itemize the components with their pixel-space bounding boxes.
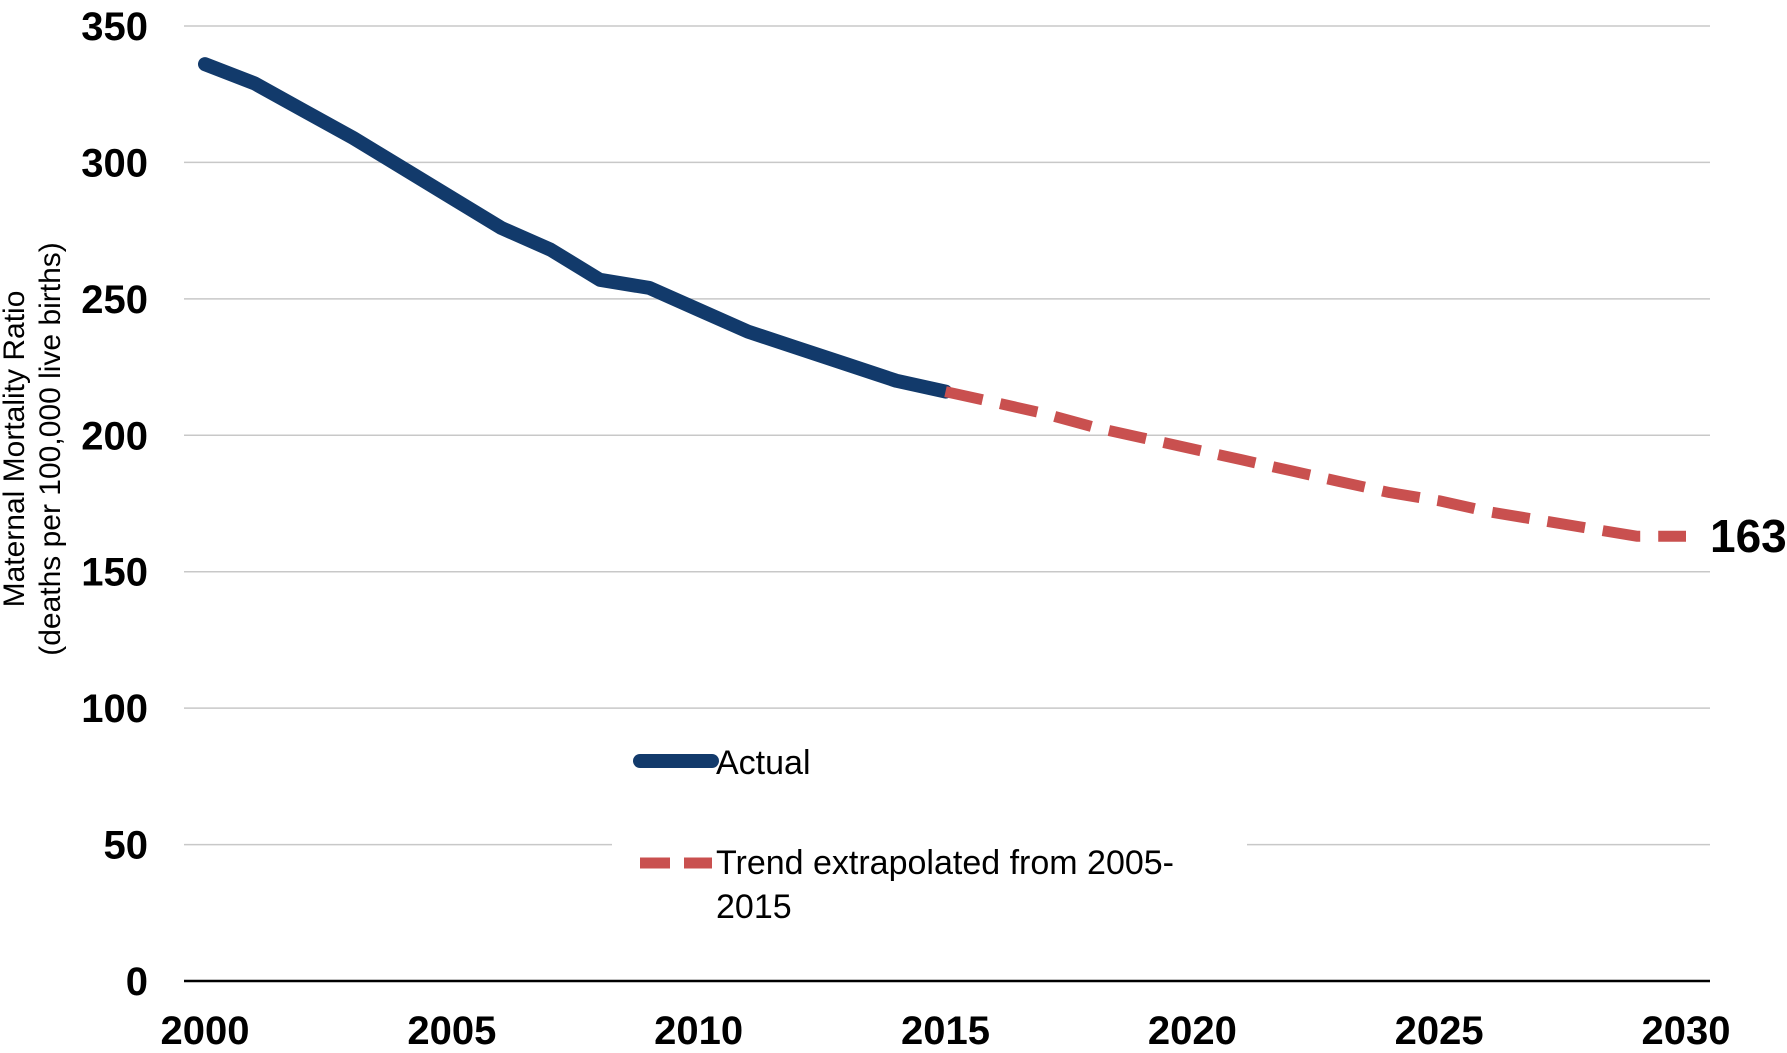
x-tick-label: 2005 <box>407 1009 496 1053</box>
x-tick-label: 2015 <box>901 1009 990 1053</box>
y-tick-label: 350 <box>81 5 148 49</box>
x-tick-label: 2010 <box>654 1009 743 1053</box>
end-value-label: 163 <box>1710 510 1787 562</box>
legend: Actual Trend extrapolated from 2005- 201… <box>612 730 1247 942</box>
y-tick-label: 0 <box>126 960 148 1004</box>
series-lines <box>198 57 1686 542</box>
x-tick-label: 2020 <box>1148 1009 1237 1053</box>
y-tick-label: 100 <box>81 687 148 731</box>
x-tick-label: 2030 <box>1642 1009 1731 1053</box>
y-tick-label: 200 <box>81 414 148 458</box>
x-tick-label: 2000 <box>161 1009 250 1053</box>
x-tick-label: 2025 <box>1395 1009 1484 1053</box>
y-tick-label: 300 <box>81 141 148 185</box>
y-axis-title: Maternal Mortality Ratio (deaths per 100… <box>0 242 67 656</box>
legend-label-trend-line1: Trend extrapolated from 2005- <box>716 844 1174 882</box>
legend-background <box>612 730 1247 942</box>
actual-series-line <box>198 57 953 399</box>
trend-series-line <box>944 386 1686 542</box>
y-axis-title-line1: Maternal Mortality Ratio <box>0 291 31 608</box>
y-tick-label: 50 <box>104 824 149 868</box>
legend-label-actual: Actual <box>716 744 811 782</box>
tick-labels: 0 50 100 150 200 250 300 350 2000 2005 2010 2015 202… <box>81 5 1730 1053</box>
legend-label-trend-line2: 2015 <box>716 888 792 926</box>
y-tick-label: 250 <box>81 278 148 322</box>
y-axis-title-line2: (deaths per 100,000 live births) <box>34 242 67 656</box>
gridlines <box>184 25 1710 846</box>
y-tick-label: 150 <box>81 551 148 595</box>
